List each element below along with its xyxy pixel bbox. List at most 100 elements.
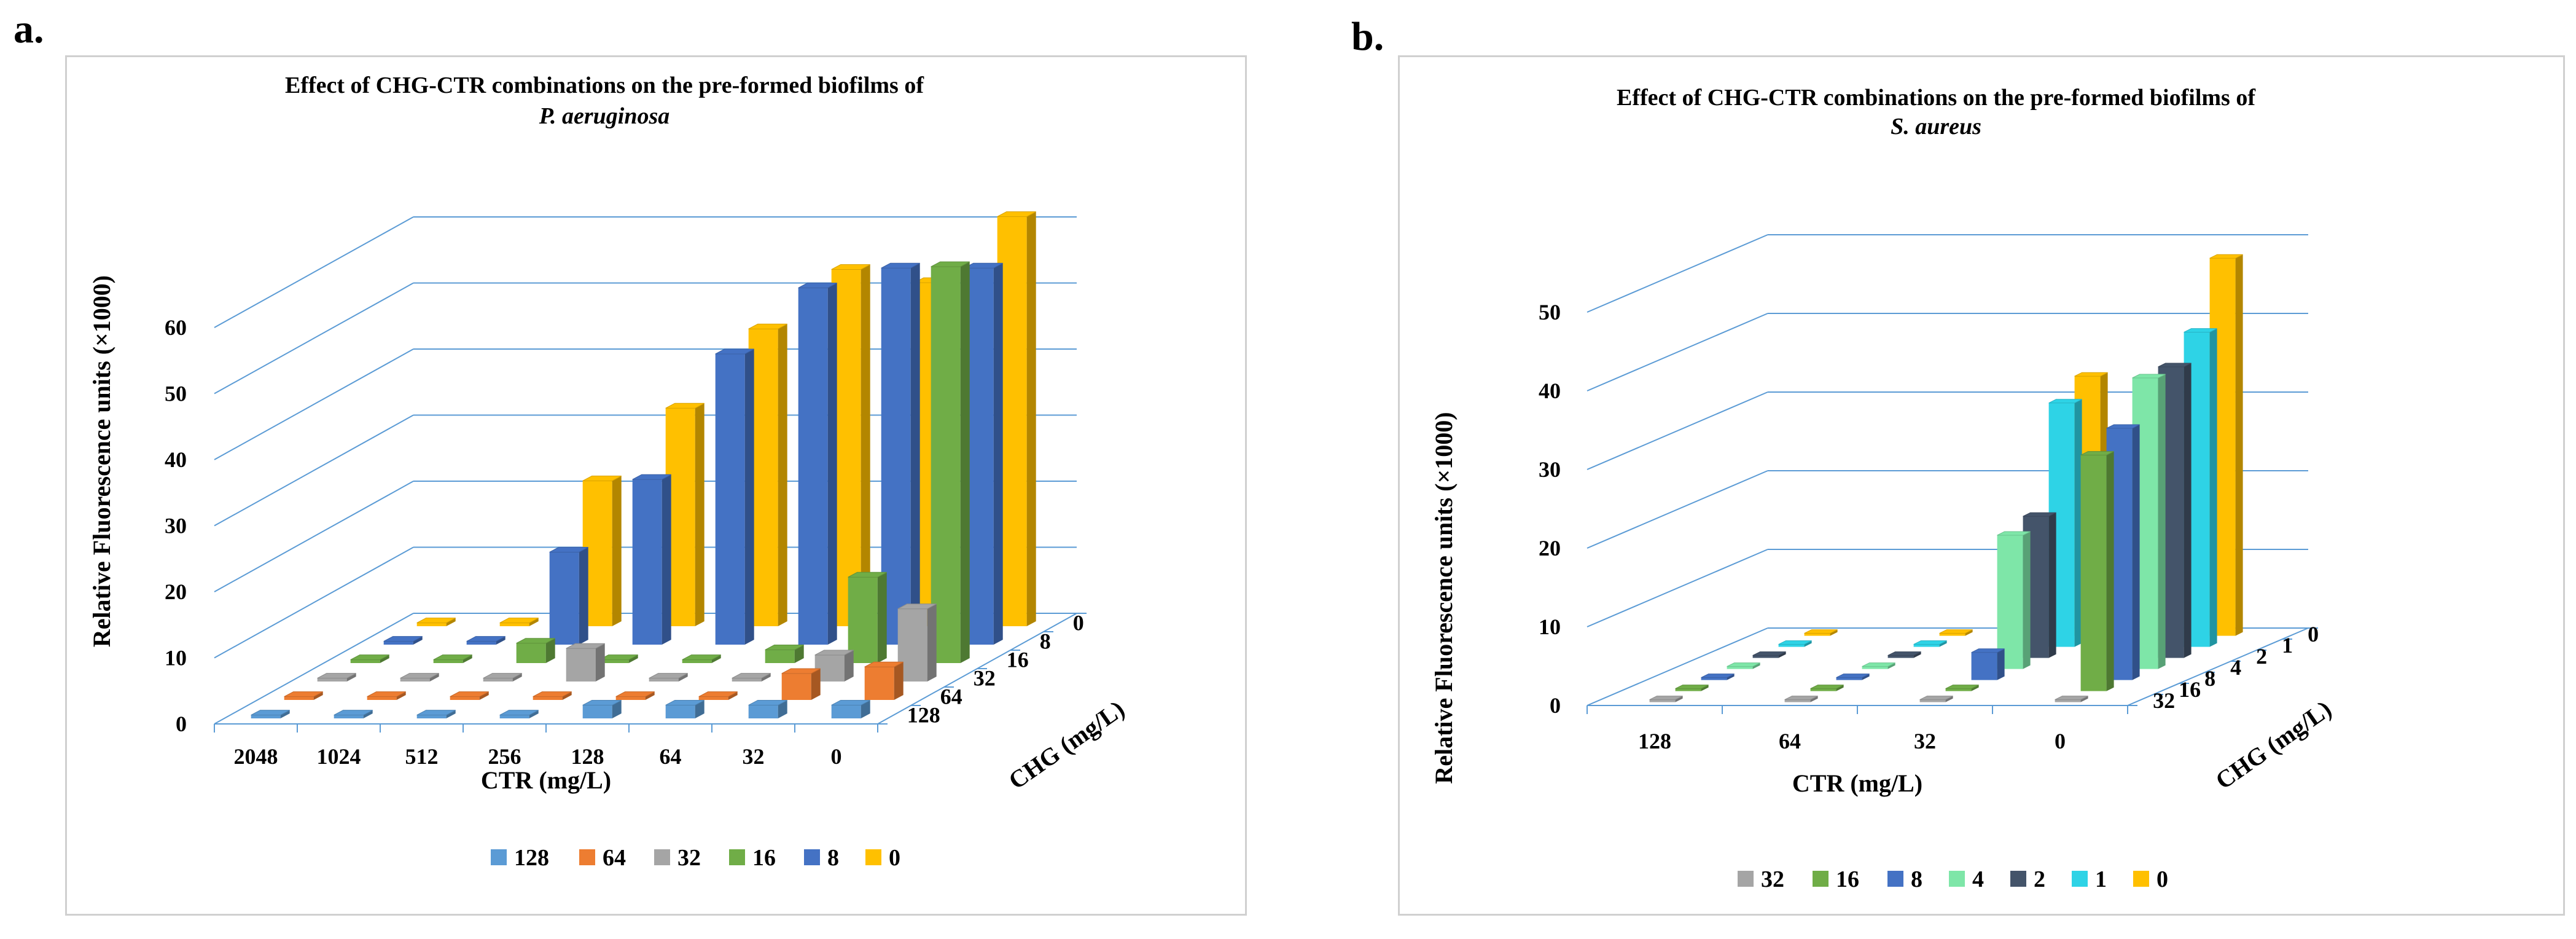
bar-top-face bbox=[317, 673, 356, 679]
bar-top-face bbox=[582, 700, 622, 705]
x-tick-label: 1024 bbox=[317, 744, 361, 769]
bar-front-face bbox=[582, 705, 612, 718]
bar-side-face bbox=[529, 618, 539, 626]
gridline-depth bbox=[1587, 391, 1768, 470]
bar-3d bbox=[615, 691, 655, 700]
legend-label: 0 bbox=[2156, 866, 2168, 892]
bar-side-face bbox=[1752, 662, 1760, 669]
bar-3d bbox=[748, 323, 787, 626]
bar-3d bbox=[1784, 696, 1818, 702]
bar-3d bbox=[334, 710, 373, 718]
bar-front-face bbox=[781, 674, 811, 700]
bar-top-face bbox=[2209, 254, 2243, 259]
x-tick-label: 512 bbox=[405, 744, 439, 769]
bar-top-face bbox=[367, 691, 406, 697]
bar-side-face bbox=[1945, 696, 1953, 702]
z-tick-label: 32 bbox=[974, 666, 996, 691]
bar-top-face bbox=[632, 474, 671, 480]
bar-top-face bbox=[781, 668, 821, 674]
bar-top-face bbox=[748, 700, 787, 705]
bar-side-face bbox=[910, 263, 920, 645]
bar-top-face bbox=[2106, 424, 2140, 429]
legend-swatch bbox=[1813, 871, 1829, 887]
gridline-depth bbox=[214, 613, 414, 725]
z-axis-title: CHG (mg/L) bbox=[2211, 695, 2336, 795]
gridline-depth bbox=[1587, 627, 1768, 706]
bar-3d bbox=[483, 673, 522, 682]
legend-swatch bbox=[865, 849, 881, 865]
bar-top-face bbox=[284, 691, 323, 697]
bar-front-face bbox=[864, 667, 894, 700]
chart-title: Effect of CHG-CTR combinations on the pr… bbox=[285, 73, 924, 98]
bar-side-face bbox=[1810, 696, 1818, 702]
y-tick-label: 40 bbox=[1539, 379, 1561, 403]
bar-side-face bbox=[645, 691, 655, 700]
bar-front-face bbox=[1784, 699, 1811, 702]
bar-front-face bbox=[665, 705, 695, 718]
bar-front-face bbox=[1836, 677, 1862, 680]
bar-3d bbox=[1649, 696, 1683, 702]
bar-front-face bbox=[466, 641, 496, 645]
bar-3d bbox=[1862, 662, 1895, 669]
z-tick-label: 0 bbox=[1073, 611, 1084, 635]
bar-front-face bbox=[334, 715, 364, 718]
legend-swatch bbox=[2072, 871, 2088, 887]
bar-3d bbox=[649, 673, 688, 682]
bar-top-face bbox=[665, 700, 704, 705]
bar-side-face bbox=[2080, 696, 2088, 702]
gridline-depth bbox=[1587, 549, 1768, 627]
bar-side-face bbox=[313, 691, 323, 700]
bar-top-face bbox=[483, 673, 522, 679]
bar-side-face bbox=[1887, 662, 1895, 669]
bar-side-face bbox=[827, 283, 837, 645]
legend-label: 1 bbox=[2095, 866, 2107, 892]
bar-3d bbox=[1836, 674, 1870, 680]
bar-top-face bbox=[1649, 696, 1683, 701]
bar-side-face bbox=[844, 650, 854, 682]
gridline-depth bbox=[214, 282, 414, 395]
bar-side-face bbox=[346, 673, 356, 682]
bar-top-face bbox=[466, 636, 505, 642]
bar-side-face bbox=[595, 643, 605, 682]
bar-top-face bbox=[649, 673, 688, 679]
bar-side-face bbox=[529, 710, 539, 718]
legend-label: 8 bbox=[827, 845, 839, 871]
legend-swatch bbox=[579, 849, 595, 865]
bar-3d bbox=[450, 691, 489, 700]
bar-front-face bbox=[1649, 699, 1676, 702]
bar-top-face bbox=[1727, 662, 1760, 667]
bar-front-face bbox=[433, 659, 463, 663]
bar-3d bbox=[317, 673, 356, 682]
bar-side-face bbox=[363, 710, 373, 718]
bar-side-face bbox=[1778, 651, 1786, 658]
z-tick-label: 128 bbox=[907, 703, 940, 728]
bar-top-face bbox=[2132, 374, 2166, 379]
bar-3d bbox=[715, 348, 754, 645]
bar-side-face bbox=[1830, 629, 1838, 636]
bar-side-face bbox=[280, 710, 290, 718]
bar-top-face bbox=[1862, 662, 1895, 667]
bar-3d bbox=[881, 262, 920, 645]
bar-side-face bbox=[1862, 674, 1870, 680]
bar-top-face bbox=[2023, 512, 2056, 517]
bar-side-face bbox=[877, 572, 887, 663]
bar-top-face bbox=[2048, 399, 2082, 404]
bar-top-face bbox=[814, 650, 854, 656]
bar-side-face bbox=[1675, 696, 1683, 702]
chart-a-svg: Effect of CHG-CTR combinations on the pr… bbox=[88, 73, 1130, 871]
bar-top-face bbox=[1997, 531, 2031, 536]
x-tick-label: 64 bbox=[1779, 729, 1801, 753]
bar-3d bbox=[251, 710, 290, 718]
bar-3d bbox=[599, 654, 638, 663]
bar-top-face bbox=[1810, 685, 1844, 690]
z-tick-label: 0 bbox=[2308, 622, 2319, 646]
bar-top-face bbox=[599, 654, 638, 661]
bar-side-face bbox=[2209, 328, 2217, 647]
bar-top-face bbox=[1701, 674, 1735, 678]
bar-front-face bbox=[383, 641, 413, 645]
bar-3d bbox=[781, 668, 821, 700]
bar-top-face bbox=[1919, 696, 1953, 701]
bar-3d bbox=[416, 710, 456, 718]
bar-front-face bbox=[1919, 699, 1946, 702]
bar-top-face bbox=[931, 261, 970, 267]
